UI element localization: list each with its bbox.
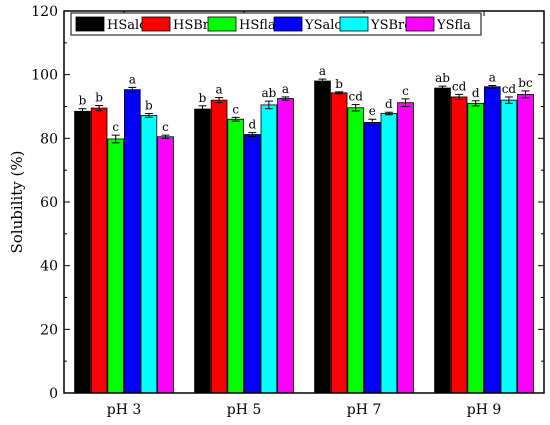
- significance-letter: a: [489, 70, 496, 84]
- bar-YSalc-2: [363, 122, 381, 394]
- y-tick-label: 40: [40, 259, 58, 275]
- significance-letter: a: [216, 83, 223, 97]
- significance-letter: ab: [261, 86, 276, 100]
- bar-HSfla-2: [347, 107, 364, 394]
- significance-letter: e: [369, 104, 376, 118]
- significance-letter: a: [129, 72, 136, 86]
- significance-letter: ab: [435, 71, 450, 85]
- y-tick-label: 0: [49, 386, 58, 402]
- bar-YSBro-0: [140, 115, 158, 394]
- significance-letter: d: [385, 97, 393, 111]
- significance-letter: d: [472, 86, 480, 100]
- y-axis-title: Solubility (%): [8, 151, 26, 254]
- legend-swatch: [405, 16, 435, 32]
- bar-YSalc-1: [243, 134, 261, 394]
- significance-letter: c: [112, 120, 119, 134]
- legend-label: HSalc: [107, 18, 146, 33]
- legend-label: YSfla: [436, 18, 471, 33]
- bar-YSfla-2: [397, 102, 414, 394]
- bar-HSalc-3: [434, 87, 451, 394]
- x-tick-label: pH 9: [467, 402, 502, 418]
- significance-letter: b: [79, 94, 87, 108]
- bar-HSBro-2: [330, 92, 348, 394]
- bar-HSBro-0: [90, 107, 108, 394]
- bar-HSBro-1: [210, 99, 228, 394]
- bar-YSalc-3: [483, 86, 501, 394]
- bar-YSBro-3: [500, 99, 518, 394]
- significance-letter: a: [319, 64, 326, 78]
- significance-letter: b: [145, 99, 153, 113]
- x-tick-label: pH 7: [347, 402, 382, 418]
- bar-YSfla-1: [277, 98, 294, 394]
- significance-letter: cd: [502, 82, 517, 96]
- legend-label: YSalc: [304, 18, 342, 33]
- legend: HSalc HSBro HSfla YSalc YSBro YSfla: [70, 12, 482, 36]
- y-tick-label: 20: [40, 322, 58, 338]
- bar-HSfla-3: [467, 102, 484, 394]
- significance-letter: c: [232, 102, 239, 116]
- bar-HSalc-1: [194, 108, 211, 394]
- legend-swatch: [141, 16, 171, 32]
- x-axis-ticks: pH 3 pH 5 pH 7 pH 9: [107, 11, 502, 418]
- legend-swatch: [273, 16, 303, 32]
- legend-label: YSBro: [370, 18, 412, 33]
- significance-letter: c: [162, 120, 169, 134]
- plot-frame: [63, 10, 545, 394]
- significance-letter: c: [402, 84, 409, 98]
- significance-letter: a: [282, 82, 289, 96]
- legend-label: HSfla: [239, 18, 276, 33]
- significance-letter: d: [248, 118, 256, 132]
- bar-HSBro-3: [450, 96, 468, 394]
- significance-letter: bc: [518, 76, 533, 90]
- bar-YSBro-1: [260, 104, 278, 394]
- bar-HSalc-2: [314, 80, 331, 394]
- legend-label: HSBro: [173, 18, 217, 33]
- significance-letter: b: [335, 77, 343, 91]
- bar-HSalc-0: [74, 110, 91, 394]
- x-tick-label: pH 5: [227, 402, 262, 418]
- y-tick-label: 80: [40, 131, 58, 147]
- legend-swatch: [75, 16, 105, 32]
- bar-YSBro-2: [380, 113, 398, 394]
- bar-YSfla-3: [517, 94, 534, 394]
- bar-groups: [74, 80, 534, 394]
- y-tick-label: 120: [31, 4, 58, 20]
- legend-swatch: [207, 16, 237, 32]
- bar-HSfla-0: [107, 138, 125, 394]
- legend-swatch: [339, 16, 369, 32]
- bar-YSfla-0: [157, 136, 174, 394]
- significance-letter: cd: [452, 79, 467, 93]
- y-axis-ticks: 0 20 40 60 80 100 120: [31, 4, 544, 402]
- bar-YSalc-0: [124, 89, 141, 394]
- significance-letter: cd: [348, 90, 363, 104]
- significance-letter: b: [95, 91, 103, 105]
- bar-HSfla-1: [227, 118, 245, 394]
- error-bars: [78, 78, 530, 144]
- y-tick-label: 60: [40, 195, 58, 211]
- x-tick-label: pH 3: [107, 402, 142, 418]
- significance-letter: b: [199, 91, 207, 105]
- y-tick-label: 100: [31, 68, 58, 84]
